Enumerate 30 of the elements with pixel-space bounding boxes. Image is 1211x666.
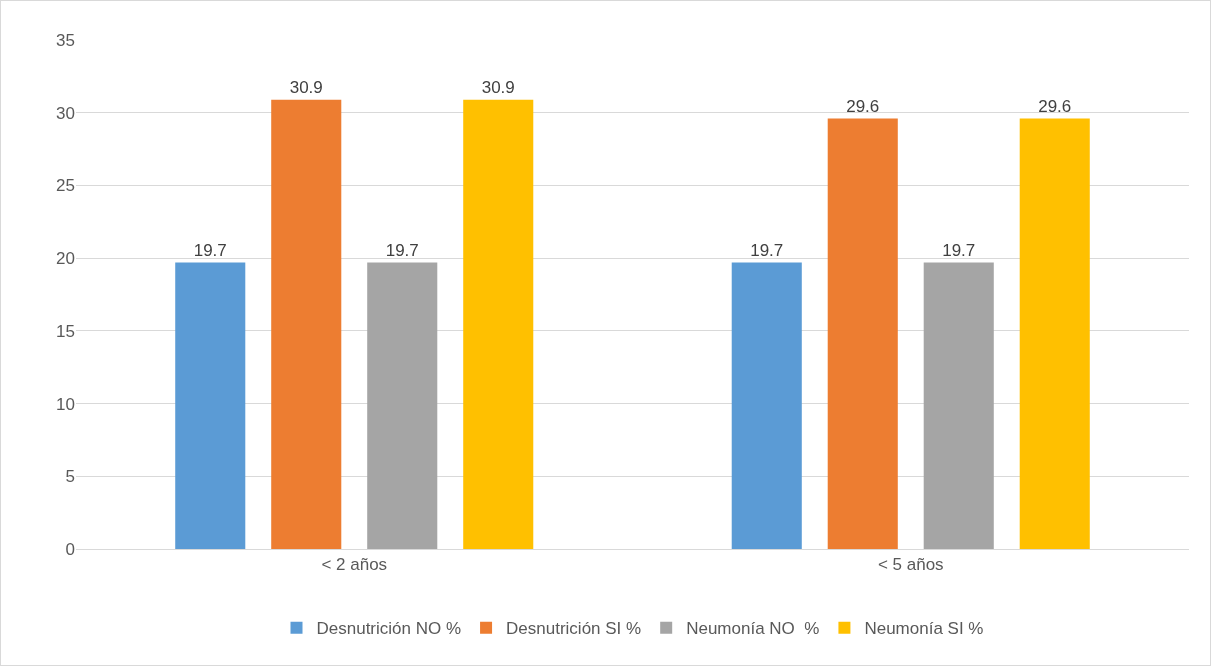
legend-label: Neumonía SI % bbox=[864, 619, 984, 639]
data-label: 19.7 bbox=[750, 240, 784, 260]
legend-label: Desnutrición NO % bbox=[316, 619, 462, 639]
y-tick-label: 30 bbox=[56, 103, 75, 123]
y-tick-label: 10 bbox=[56, 394, 75, 414]
bar bbox=[923, 262, 994, 549]
bar bbox=[463, 99, 534, 549]
legend-label: Neumonía NO % bbox=[686, 619, 820, 639]
data-label: 29.6 bbox=[1038, 96, 1072, 116]
y-tick-label: 20 bbox=[56, 249, 75, 269]
data-label: 19.7 bbox=[942, 240, 976, 260]
bar bbox=[827, 118, 898, 549]
data-label: 19.7 bbox=[385, 240, 419, 260]
data-label: 30.9 bbox=[289, 77, 323, 97]
data-label: 29.6 bbox=[846, 96, 880, 116]
y-tick-label: 15 bbox=[56, 321, 75, 341]
y-tick-label: 5 bbox=[65, 467, 75, 487]
legend-label: Desnutrición SI % bbox=[506, 619, 642, 639]
bar bbox=[367, 262, 438, 549]
y-tick-label: 25 bbox=[56, 176, 75, 196]
bar bbox=[1019, 118, 1090, 549]
data-label: 30.9 bbox=[481, 77, 515, 97]
data-label: 19.7 bbox=[193, 240, 227, 260]
y-tick-label: 0 bbox=[65, 539, 75, 559]
bar bbox=[271, 99, 342, 549]
bar bbox=[731, 262, 802, 549]
bar bbox=[175, 262, 246, 549]
y-tick-label: 35 bbox=[56, 30, 75, 50]
x-tick-label: < 5 años bbox=[877, 555, 944, 575]
x-tick-label: < 2 años bbox=[321, 555, 388, 575]
